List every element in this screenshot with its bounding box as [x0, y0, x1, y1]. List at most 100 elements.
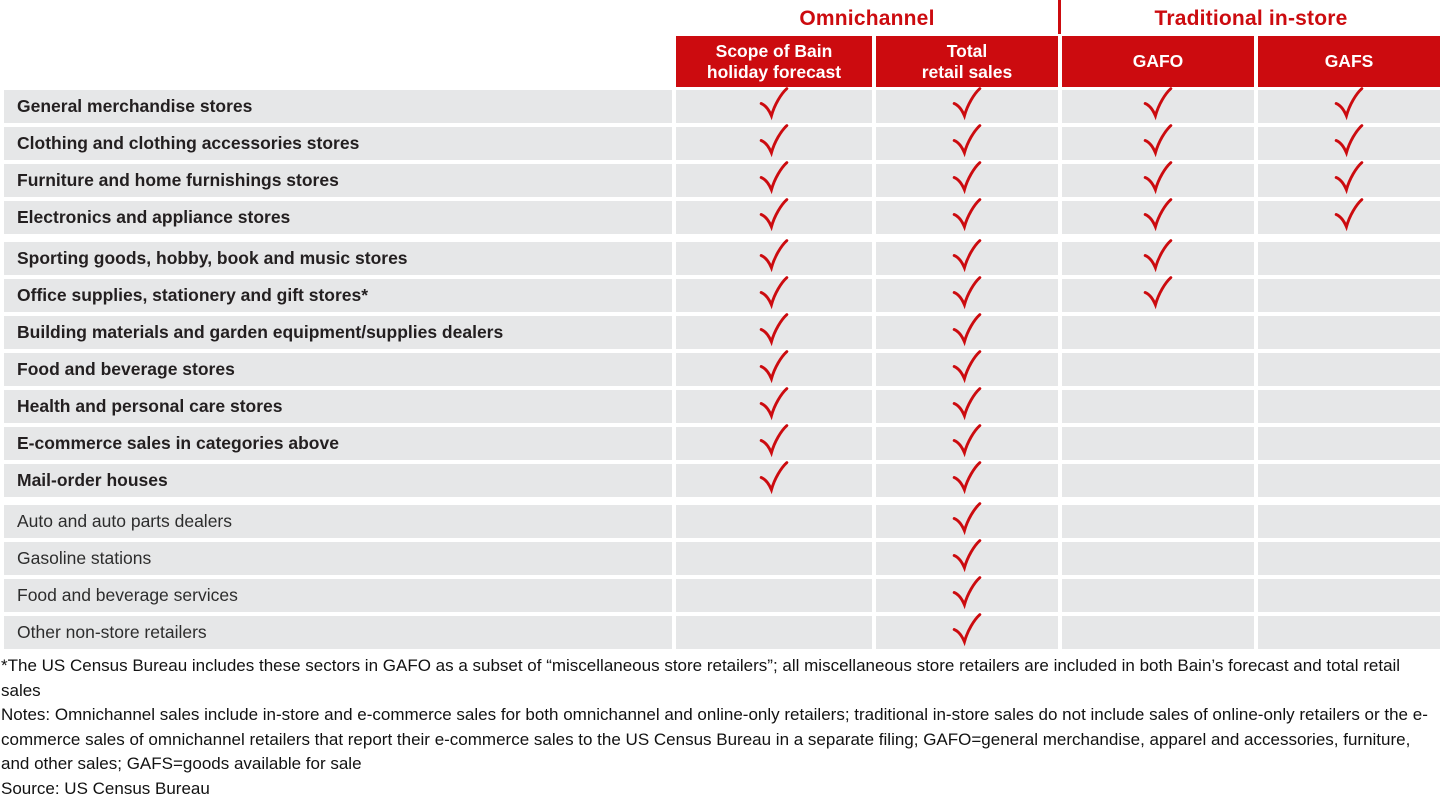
- check-cell-col1: [676, 579, 872, 612]
- row-label: Office supplies, stationery and gift sto…: [4, 279, 672, 312]
- check-cell-col2: [876, 350, 1058, 386]
- check-cell-col4: [1258, 616, 1440, 649]
- checkmark-icon: [1334, 198, 1364, 232]
- table-row: Health and personal care stores: [4, 387, 1440, 423]
- table-row: E-commerce sales in categories above: [4, 424, 1440, 460]
- check-cell-col1: [676, 387, 872, 423]
- checkmark-icon: [1143, 276, 1173, 310]
- checkmark-icon: [759, 198, 789, 232]
- check-cell-col3: [1062, 198, 1254, 234]
- check-cell-col1: [676, 276, 872, 312]
- check-cell-col3: [1062, 161, 1254, 197]
- checkmark-icon: [1143, 239, 1173, 273]
- check-cell-col2: [876, 276, 1058, 312]
- check-cell-col1: [676, 313, 872, 349]
- row-label: General merchandise stores: [4, 90, 672, 123]
- checkmark-icon: [952, 576, 982, 610]
- table-row: Food and beverage stores: [4, 350, 1440, 386]
- check-cell-col2: [876, 424, 1058, 460]
- checkmark-icon: [952, 502, 982, 536]
- checkmark-icon: [759, 239, 789, 273]
- checkmark-icon: [952, 461, 982, 495]
- check-cell-col3: [1062, 390, 1254, 423]
- check-cell-col4: [1258, 242, 1440, 275]
- check-cell-col2: [876, 576, 1058, 612]
- check-cell-col4: [1258, 316, 1440, 349]
- check-cell-col2: [876, 613, 1058, 649]
- checkmark-icon: [952, 276, 982, 310]
- group-header-omnichannel: Omnichannel: [799, 7, 935, 30]
- check-cell-col3: [1062, 87, 1254, 123]
- checkmark-icon: [952, 161, 982, 195]
- check-cell-col3: [1062, 316, 1254, 349]
- table-row: Food and beverage services: [4, 576, 1440, 612]
- check-cell-col4: [1258, 124, 1440, 160]
- check-cell-col3: [1062, 505, 1254, 538]
- check-cell-col1: [676, 424, 872, 460]
- checkmark-icon: [759, 313, 789, 347]
- table-row: Mail-order houses: [4, 461, 1440, 497]
- check-cell-col2: [876, 239, 1058, 275]
- category-table: Omnichannel Traditional in-store Scope o…: [4, 0, 1440, 649]
- check-cell-col1: [676, 87, 872, 123]
- table-row: Building materials and garden equipment/…: [4, 313, 1440, 349]
- check-cell-col4: [1258, 505, 1440, 538]
- check-cell-col4: [1258, 579, 1440, 612]
- check-cell-col2: [876, 87, 1058, 123]
- row-label: Food and beverage stores: [4, 353, 672, 386]
- check-cell-col4: [1258, 161, 1440, 197]
- row-label: Electronics and appliance stores: [4, 201, 672, 234]
- table-row: Auto and auto parts dealers: [4, 502, 1440, 538]
- column-header-line: GAFO: [1132, 51, 1184, 71]
- checkmark-icon: [952, 124, 982, 158]
- check-cell-col4: [1258, 279, 1440, 312]
- column-header-3: GAFO: [1062, 36, 1254, 87]
- checkmark-icon: [1143, 198, 1173, 232]
- corner-spacer: [4, 36, 672, 87]
- check-cell-col1: [676, 350, 872, 386]
- check-cell-col3: [1062, 542, 1254, 575]
- footnote-source: Source: US Census Bureau: [1, 778, 210, 798]
- checkmark-icon: [952, 198, 982, 232]
- check-cell-col1: [676, 198, 872, 234]
- column-header-line: GAFS: [1324, 51, 1374, 71]
- check-cell-col4: [1258, 353, 1440, 386]
- table-row: Office supplies, stationery and gift sto…: [4, 276, 1440, 312]
- check-cell-col4: [1258, 464, 1440, 497]
- table-row: Other non-store retailers: [4, 613, 1440, 649]
- column-header-line: Total: [946, 40, 988, 61]
- table-row: Gasoline stations: [4, 539, 1440, 575]
- column-header-line: Scope of Bain: [715, 40, 833, 61]
- checkmark-icon: [952, 539, 982, 573]
- footnote-asterisk: *The US Census Bureau includes these sec…: [1, 656, 1401, 700]
- checkmark-icon: [1143, 124, 1173, 158]
- table-row: Electronics and appliance stores: [4, 198, 1440, 234]
- checkmark-icon: [1334, 87, 1364, 121]
- checkmark-icon: [759, 350, 789, 384]
- checkmark-icon: [759, 87, 789, 121]
- row-label: Sporting goods, hobby, book and music st…: [4, 242, 672, 275]
- row-label: Mail-order houses: [4, 464, 672, 497]
- check-cell-col3: [1062, 464, 1254, 497]
- check-cell-col4: [1258, 198, 1440, 234]
- check-cell-col1: [676, 505, 872, 538]
- checkmark-icon: [759, 124, 789, 158]
- checkmark-icon: [759, 424, 789, 458]
- row-label: Gasoline stations: [4, 542, 672, 575]
- column-header-4: GAFS: [1258, 36, 1440, 87]
- check-cell-col2: [876, 313, 1058, 349]
- checkmark-icon: [1143, 161, 1173, 195]
- group-header-traditional-in-store: Traditional in-store: [1154, 7, 1348, 30]
- check-cell-col4: [1258, 390, 1440, 423]
- check-cell-col1: [676, 124, 872, 160]
- group-header-band: Omnichannel Traditional in-store: [4, 0, 1440, 36]
- check-cell-col2: [876, 124, 1058, 160]
- checkmark-icon: [759, 461, 789, 495]
- check-cell-col2: [876, 461, 1058, 497]
- checkmark-icon: [759, 161, 789, 195]
- table-body: General merchandise stores Clothing and c…: [4, 87, 1440, 649]
- check-cell-col1: [676, 161, 872, 197]
- group-divider-line: [1058, 0, 1061, 34]
- check-cell-col3: [1062, 427, 1254, 460]
- column-header-row: Scope of Bain holiday forecast Total retail…: [4, 36, 1440, 87]
